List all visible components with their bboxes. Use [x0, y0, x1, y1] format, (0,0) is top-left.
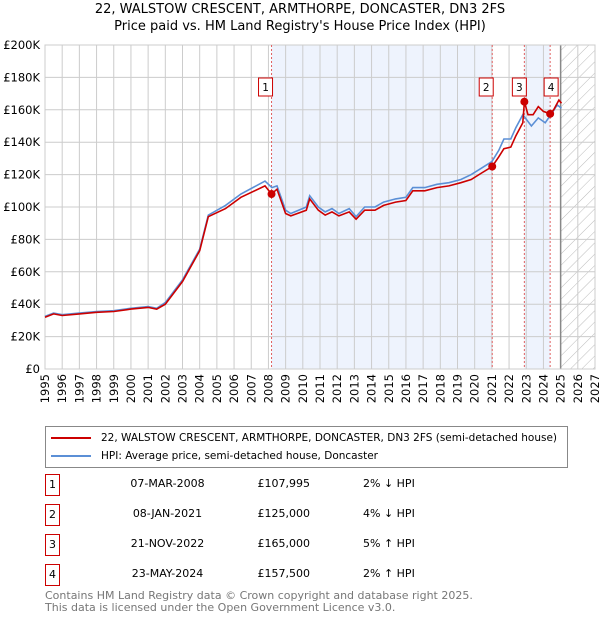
y-tick-label: £40K — [11, 297, 41, 311]
x-tick-label: 2007 — [244, 374, 258, 403]
x-tick-label: 1995 — [38, 374, 52, 403]
x-tick-label: 2008 — [261, 374, 275, 403]
sale-hpi-diff: 2% ↓ HPI — [363, 477, 415, 490]
x-tick-label: 2002 — [158, 374, 172, 403]
x-tick-label: 2016 — [399, 374, 413, 403]
y-tick-label: £0 — [25, 362, 40, 376]
chart-subtitle: Price paid vs. HM Land Registry's House … — [114, 19, 486, 34]
sale-price: £165,000 — [257, 537, 311, 550]
x-tick-label: 2019 — [451, 374, 465, 403]
sale-hpi-diff: 5% ↑ HPI — [363, 537, 415, 550]
transaction-row: 4 23-MAY-2024 £157,500 2% ↑ HPI — [45, 564, 465, 588]
x-tick-label: 2010 — [296, 374, 310, 403]
property-line-swatch — [51, 437, 91, 439]
x-tick-label: 2003 — [176, 374, 190, 403]
sale-label: 2 — [483, 82, 490, 94]
sale-label-box — [543, 77, 559, 97]
x-tick-label: 2025 — [554, 374, 568, 403]
sale-point — [520, 97, 529, 106]
sale-label: 4 — [548, 82, 555, 94]
footer: Contains HM Land Registry data © Crown c… — [45, 590, 473, 614]
y-tick-label: £180K — [3, 70, 40, 84]
legend-hpi: HPI: Average price, semi-detached house,… — [101, 450, 378, 462]
sale-number-badge: 4 — [45, 564, 60, 586]
x-tick-label: 2012 — [330, 374, 344, 403]
legend-property: 22, WALSTOW CRESCENT, ARMTHORPE, DONCAST… — [101, 432, 558, 444]
sale-number-badge: 1 — [45, 474, 60, 496]
footer-line1: Contains HM Land Registry data © Crown c… — [45, 589, 473, 602]
x-tick-label: 2009 — [279, 374, 293, 403]
transaction-row: 1 07-MAR-2008 £107,995 2% ↓ HPI — [45, 474, 465, 498]
x-tick-label: 2014 — [365, 374, 379, 403]
x-tick-label: 2023 — [519, 374, 533, 403]
y-tick-label: £20K — [11, 330, 41, 344]
sale-label-box — [478, 77, 494, 97]
x-tick-label: 2017 — [416, 374, 430, 403]
price-chart: 1995 1996 1997 1998 1999 2000 2001 2002 2003 2004… — [3, 38, 600, 403]
hpi-line — [44, 103, 562, 318]
sale-point — [488, 162, 497, 171]
x-tick-label: 2011 — [313, 374, 327, 403]
sale-point — [546, 109, 555, 118]
plot-border — [44, 44, 596, 370]
legend: 22, WALSTOW CRESCENT, ARMTHORPE, DONCAST… — [45, 426, 568, 468]
x-tick-label: 2021 — [485, 374, 499, 403]
x-tick-label: 2000 — [124, 374, 138, 403]
x-tick-label: 2001 — [141, 374, 155, 403]
sale-price: £125,000 — [257, 507, 311, 520]
sale-number-badge: 2 — [45, 504, 60, 526]
sale-number-badge: 3 — [45, 534, 60, 556]
hpi-line-swatch — [51, 455, 91, 457]
y-tick-label: £140K — [3, 135, 40, 149]
sale-hpi-diff: 2% ↑ HPI — [363, 567, 415, 580]
sale-date: 21-NOV-2022 — [130, 537, 205, 550]
x-tick-label: 1999 — [107, 374, 121, 403]
x-tick-label: 2022 — [502, 374, 516, 403]
footer-line2: This data is licensed under the Open Gov… — [45, 601, 396, 614]
x-tick-label: 2013 — [347, 374, 361, 403]
x-tick-label: 2026 — [571, 374, 585, 403]
transaction-row: 3 21-NOV-2022 £165,000 5% ↑ HPI — [45, 534, 465, 558]
x-tick-label: 2020 — [468, 374, 482, 403]
sale-label-box — [258, 77, 274, 97]
x-tick-label: 2006 — [227, 374, 241, 403]
x-tick-label: 2004 — [193, 374, 207, 403]
y-tick-label: £160K — [3, 103, 40, 117]
property-price-line — [44, 98, 563, 318]
x-tick-label: 2027 — [588, 374, 600, 403]
sale-price: £107,995 — [257, 477, 311, 490]
y-tick-label: £120K — [3, 168, 40, 182]
sale-date: 08-JAN-2021 — [132, 507, 203, 520]
sale-label: 1 — [262, 82, 269, 94]
sale-price: £157,500 — [257, 567, 311, 580]
y-tick-label: £100K — [3, 200, 40, 214]
y-tick-label: £200K — [3, 38, 40, 52]
x-tick-label: 1997 — [72, 374, 86, 403]
y-tick-label: £80K — [11, 232, 41, 246]
x-tick-label: 2015 — [382, 374, 396, 403]
y-tick-label: £60K — [11, 265, 41, 279]
sale-label-box — [511, 77, 527, 97]
transaction-row: 2 08-JAN-2021 £125,000 4% ↓ HPI — [45, 504, 465, 528]
x-tick-label: 1996 — [55, 374, 69, 403]
x-tick-label: 1998 — [90, 374, 104, 403]
x-tick-label: 2024 — [536, 374, 550, 403]
sale-point — [267, 190, 276, 199]
chart-title: 22, WALSTOW CRESCENT, ARMTHORPE, DONCAST… — [94, 2, 506, 17]
x-tick-label: 2018 — [433, 374, 447, 403]
sale-label: 3 — [516, 82, 523, 94]
sale-hpi-diff: 4% ↓ HPI — [363, 507, 415, 520]
sale-date: 07-MAR-2008 — [130, 477, 205, 490]
sale-date: 23-MAY-2024 — [131, 567, 204, 580]
x-tick-label: 2005 — [210, 374, 224, 403]
